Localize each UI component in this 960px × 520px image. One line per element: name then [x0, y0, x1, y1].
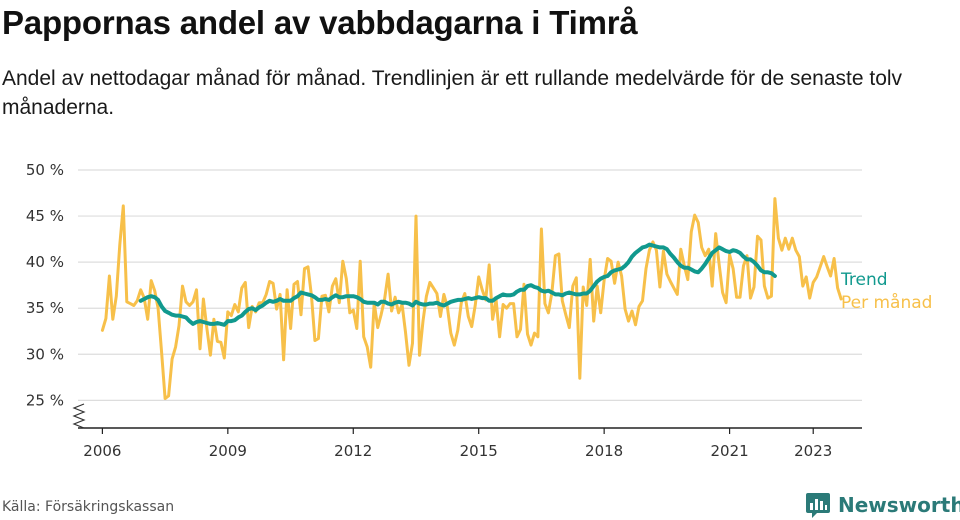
x-tick-label: 2009	[209, 442, 247, 460]
source-note: Källa: Försäkringskassan	[2, 499, 175, 515]
x-tick-label: 2006	[83, 442, 121, 460]
x-tick-label: 2023	[794, 442, 832, 460]
series-line-trend	[138, 242, 777, 327]
y-tick-label: 50 %	[26, 161, 64, 179]
zigzag-break-icon	[72, 403, 86, 429]
legend-label-per-manad: Per månad	[841, 292, 932, 313]
zigzag-path	[72, 403, 86, 429]
x-tick-label: 2018	[585, 442, 623, 460]
x-tick-label: 2021	[710, 442, 748, 460]
bar-chart-speech-bubble-icon	[806, 493, 830, 518]
legend-label-trend: Trend	[840, 270, 888, 290]
y-tick-label: 40 %	[26, 253, 64, 271]
y-tick-label: 35 %	[26, 299, 64, 317]
x-tick-label: 2012	[334, 442, 372, 460]
y-tick-label: 30 %	[26, 345, 64, 363]
brand-name: Newsworthy	[838, 493, 960, 517]
series-lines	[100, 197, 843, 400]
newsworthy-logo[interactable]: Newsworthy	[805, 490, 960, 520]
y-tick-label: 25 %	[26, 391, 64, 409]
y-tick-label: 45 %	[26, 207, 64, 225]
y-axis-labels: 25 % 30 % 35 % 40 % 45 % 50 %	[26, 161, 64, 409]
chart-subtitle: Andel av nettodagar månad för månad. Tre…	[2, 67, 903, 119]
x-tick-label: 2015	[460, 442, 498, 460]
series-line-per-manad	[100, 197, 843, 400]
x-axis-labels: 2006 2009 2012 2015 2018 2021 2023	[83, 442, 832, 460]
grid-lines	[78, 169, 862, 401]
x-axis	[78, 427, 862, 434]
chart-title: Pappornas andel av vabbdagarna i Timrå	[2, 4, 638, 41]
